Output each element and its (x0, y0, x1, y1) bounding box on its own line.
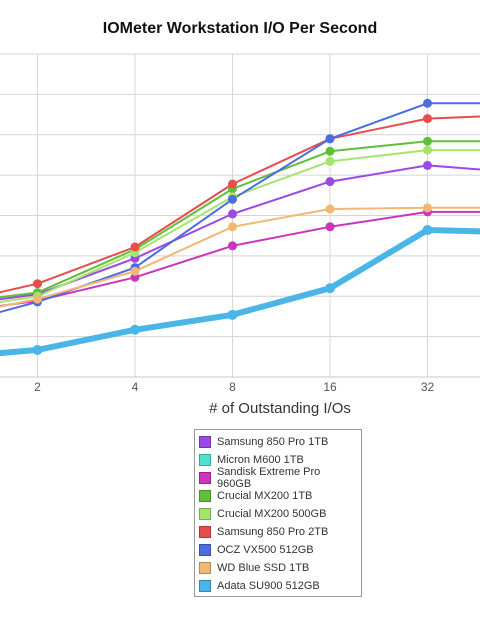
legend-swatch (199, 544, 211, 556)
data-point (423, 160, 432, 170)
data-point (422, 225, 433, 236)
data-point (423, 145, 432, 155)
data-point (130, 266, 140, 276)
data-point (228, 241, 237, 251)
legend-item: Crucial MX200 1TB (199, 487, 357, 505)
legend: Samsung 850 Pro 1TB Micron M600 1TB Sandis… (194, 429, 362, 597)
legend-swatch (199, 436, 211, 448)
legend-swatch (199, 508, 211, 520)
legend-item: Adata SU900 512GB (199, 577, 357, 595)
x-axis-title: # of Outstanding I/Os (209, 400, 351, 417)
legend-swatch (199, 454, 211, 466)
data-point (130, 324, 140, 335)
data-point (423, 203, 432, 213)
legend-swatch (199, 490, 211, 502)
x-tick-label: 8 (229, 380, 236, 394)
series-lines (0, 102, 480, 357)
x-tick-labels: 2 4 8 16 32 (34, 380, 434, 394)
series-line (0, 206, 480, 308)
legend-label: Crucial MX200 1TB (217, 490, 313, 502)
series-line (0, 227, 480, 357)
data-point (423, 136, 432, 146)
legend-swatch (199, 580, 211, 592)
data-point (228, 222, 237, 232)
series-line (0, 149, 480, 304)
series-points (32, 98, 433, 355)
legend-item: Samsung 850 Pro 2TB (199, 523, 357, 541)
data-point (228, 179, 237, 189)
data-point (227, 309, 238, 320)
data-point (33, 294, 42, 304)
legend-label: Samsung 850 Pro 1TB (217, 436, 329, 448)
x-tick-label: 16 (323, 380, 337, 394)
series-line (0, 210, 480, 307)
legend-item: WD Blue SSD 1TB (199, 559, 357, 577)
legend-label: Crucial MX200 500GB (217, 508, 327, 520)
grid-lines (0, 53, 480, 378)
data-point (423, 98, 432, 108)
legend-label: Samsung 850 Pro 2TB (217, 526, 329, 538)
data-point (130, 242, 140, 252)
legend-label: WD Blue SSD 1TB (217, 562, 310, 574)
legend-swatch (199, 526, 211, 538)
data-point (325, 146, 335, 156)
data-point (325, 177, 335, 187)
legend-label: Sandisk Extreme Pro 960GB (216, 466, 321, 490)
legend-swatch (199, 472, 211, 484)
data-point (33, 279, 42, 289)
legend-swatch (199, 562, 211, 574)
data-point (325, 222, 335, 232)
data-point (325, 156, 335, 166)
legend-item: Crucial MX200 500GB (199, 505, 357, 523)
legend-label: OCZ VX500 512GB (217, 544, 314, 556)
legend-item: OCZ VX500 512GB (199, 541, 357, 559)
data-point (423, 114, 432, 124)
chart-plot: 2 4 8 16 32 (0, 53, 480, 394)
chart-title: IOMeter Workstation I/O Per Second (102, 20, 378, 37)
legend-label: Adata SU900 512GB (217, 580, 320, 592)
legend-item: Micron M600 1TB (199, 451, 357, 469)
data-point (325, 204, 335, 214)
data-point (228, 209, 237, 219)
legend-item: Sandisk Extreme Pro 960GB (199, 466, 357, 490)
data-point (32, 344, 43, 355)
data-point (325, 134, 335, 144)
legend-label: Micron M600 1TB (217, 454, 304, 466)
x-tick-label: 4 (132, 380, 139, 394)
x-tick-label: 32 (421, 380, 435, 394)
legend-item: Samsung 850 Pro 1TB (199, 433, 357, 451)
data-point (325, 283, 335, 294)
x-tick-label: 2 (34, 380, 41, 394)
data-point (228, 194, 237, 204)
